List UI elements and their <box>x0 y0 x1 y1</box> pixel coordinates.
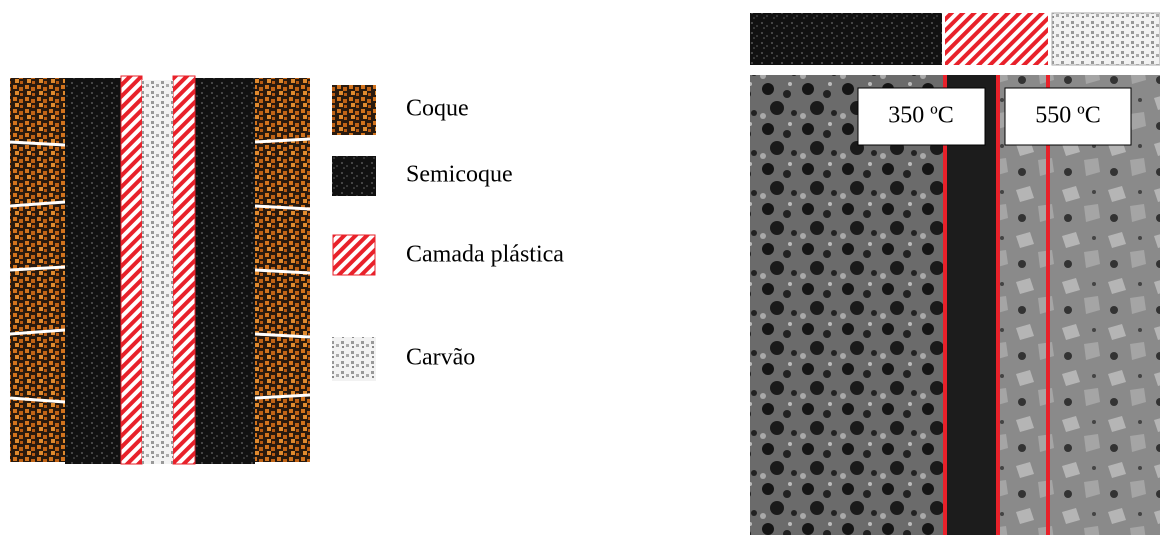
figure: Coque Semicoque Camada plástica Carvão 3… <box>0 0 1160 535</box>
micrograph-panel: 350 ºC 550 ºC <box>750 13 1160 535</box>
temperature-label: 550 ºC <box>1035 103 1100 129</box>
temperature-label: 350 ºC <box>888 103 953 129</box>
semicoke-layer <box>65 78 121 464</box>
plastic-layer <box>173 76 195 464</box>
legend: Coque Semicoque Camada plástica Carvão <box>332 85 564 381</box>
legend-icon <box>333 235 375 275</box>
legend-label: Carvão <box>406 345 475 371</box>
plastic-layer <box>121 76 142 464</box>
semicoke-layer <box>195 78 255 464</box>
bar-plastic <box>945 13 1048 65</box>
legend-label: Coque <box>406 96 469 122</box>
bar-semicoke <box>750 13 942 65</box>
legend-label: Camada plástica <box>406 242 564 268</box>
legend-icon <box>332 85 376 135</box>
legend-icon <box>332 337 376 381</box>
legend-label: Semicoque <box>406 162 513 188</box>
bar-coal <box>1052 13 1160 65</box>
coal-layer <box>142 80 173 464</box>
oven-diagram <box>10 76 310 464</box>
legend-icon <box>332 156 376 196</box>
